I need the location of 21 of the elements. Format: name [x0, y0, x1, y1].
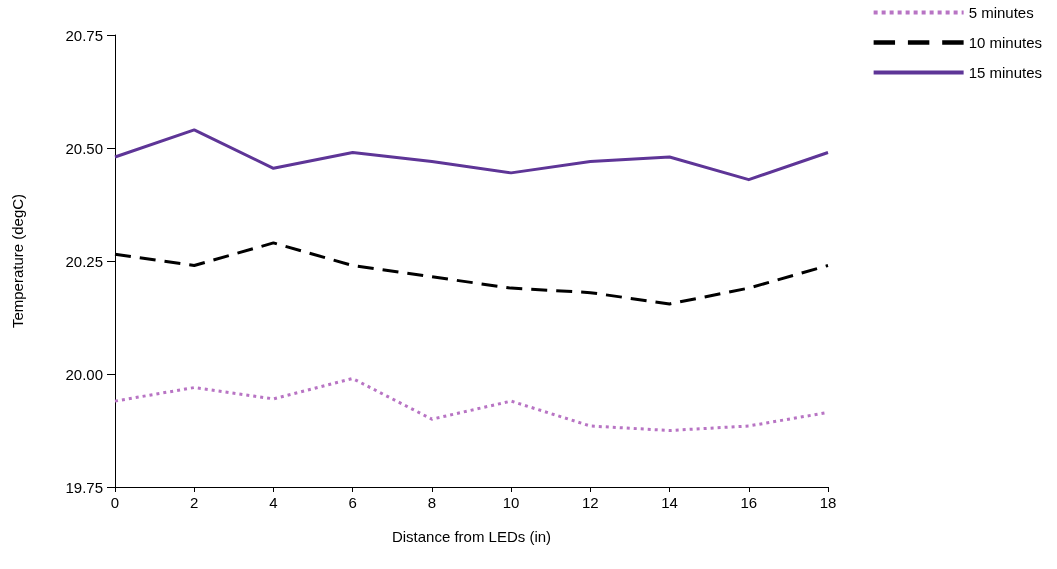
- x-axis-title: Distance from LEDs (in): [391, 528, 552, 545]
- y-tick-label: 20.75: [65, 26, 103, 44]
- legend-label: 10 minutes: [968, 34, 1042, 51]
- y-tick-label: 20.00: [65, 365, 103, 383]
- y-axis-title: Temperature (degC): [9, 193, 26, 329]
- x-tick-label: 2: [190, 494, 199, 511]
- x-tick-label: 12: [581, 494, 599, 511]
- x-tick-label: 18: [819, 494, 837, 511]
- legend-label: 15 minutes: [968, 64, 1042, 81]
- line-series: [113, 128, 830, 182]
- x-tick-label: 8: [427, 494, 437, 511]
- x-tick-label: 16: [740, 494, 758, 511]
- x-tick-label: 6: [348, 494, 357, 511]
- y-tick-label: 19.75: [65, 478, 103, 496]
- legend-label: 5 minutes: [968, 4, 1034, 21]
- y-tick-label: 20.25: [65, 252, 103, 270]
- y-tick-label: 20.50: [65, 139, 103, 157]
- x-tick-label: 14: [661, 494, 678, 511]
- x-tick-label: 4: [269, 494, 278, 511]
- x-tick-label: 0: [110, 494, 120, 511]
- x-tick-label: 10: [502, 494, 520, 511]
